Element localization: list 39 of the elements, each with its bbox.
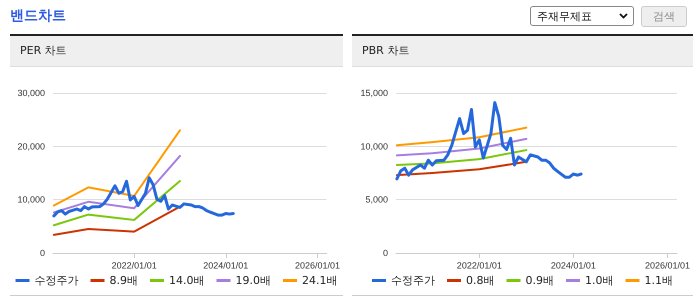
search-button: 검색 bbox=[641, 6, 687, 27]
y-tick-label: 15,000 bbox=[360, 88, 388, 98]
dropdown-field: 주재무제표 bbox=[530, 6, 634, 26]
legend-label: 0.8배 bbox=[466, 274, 495, 287]
y-tick-label: 30,000 bbox=[17, 88, 45, 98]
legend-label: 수정주가 bbox=[34, 274, 79, 287]
y-tick-label: 0 bbox=[40, 248, 45, 258]
line-series bbox=[395, 101, 583, 180]
line-series bbox=[52, 129, 181, 207]
line-series bbox=[396, 126, 528, 146]
x-tick-label: 2022/01/01 bbox=[112, 260, 157, 270]
line-series bbox=[396, 138, 528, 156]
x-tick-label: 2024/01/01 bbox=[203, 260, 248, 270]
y-tick-label: 5,000 bbox=[365, 194, 388, 205]
legend-label: 8.9배 bbox=[110, 274, 138, 287]
x-tick-label: 2022/01/01 bbox=[456, 260, 502, 270]
x-tick-label: 2026/01/01 bbox=[644, 260, 690, 270]
x-tick-label: 2024/01/01 bbox=[550, 260, 596, 270]
line-series bbox=[396, 160, 528, 176]
line-series bbox=[52, 176, 235, 218]
x-tick-label: 2026/01/01 bbox=[294, 260, 340, 270]
line-series bbox=[52, 180, 181, 226]
y-tick-label: 10,000 bbox=[360, 141, 388, 152]
y-tick-label: 20,000 bbox=[17, 141, 45, 152]
line-series bbox=[396, 149, 528, 166]
text: 밴드차트 bbox=[10, 7, 66, 25]
legend-label: 0.9배 bbox=[526, 274, 554, 287]
y-tick-label: 0 bbox=[382, 248, 388, 258]
line-series bbox=[52, 154, 181, 214]
legend-label: 수정주가 bbox=[391, 274, 436, 287]
legend-label: 19.0배 bbox=[236, 274, 271, 287]
y-tick-label: 10,000 bbox=[17, 194, 45, 205]
line-series bbox=[52, 206, 181, 236]
legend-label: 14.0배 bbox=[169, 274, 205, 287]
chart-title: PBR 차트 bbox=[352, 36, 693, 67]
chart-title: PER 차트 bbox=[10, 36, 343, 67]
legend-label: 1.0배 bbox=[585, 274, 614, 287]
legend-label: 1.1배 bbox=[644, 274, 673, 287]
legend-label: 24.1배 bbox=[302, 274, 338, 287]
